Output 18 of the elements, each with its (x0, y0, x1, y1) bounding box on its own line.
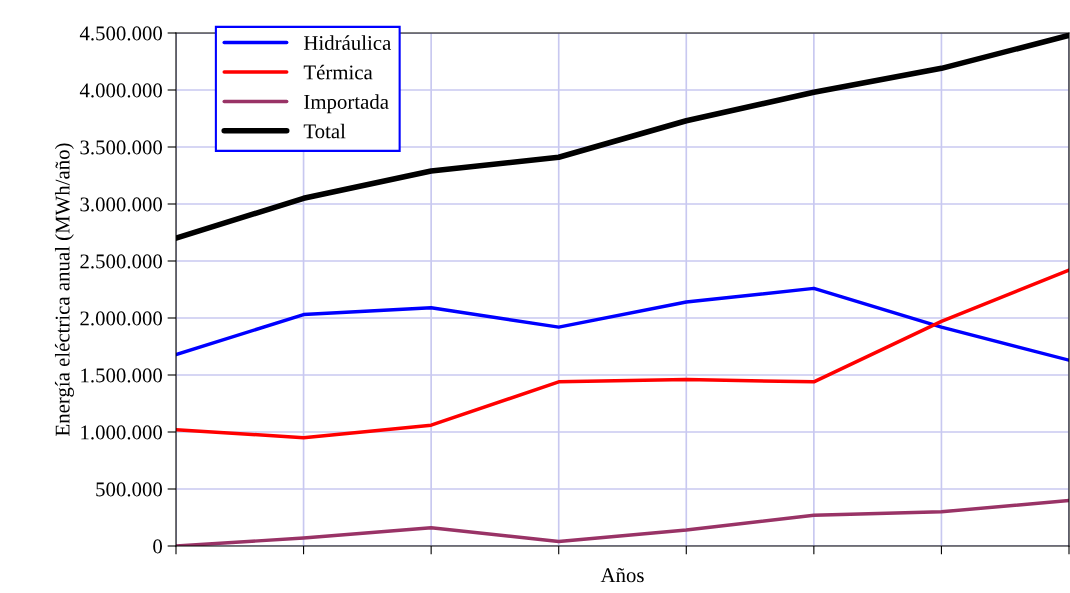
line-series (176, 286, 1069, 362)
y-tick-label: 1.000.000 (81, 425, 163, 440)
y-axis-title: Energía eléctrica anual (MWh/año) (54, 143, 74, 436)
y-tick-label: 3.500.000 (80, 140, 163, 155)
y-tick-label: 500.000 (96, 482, 163, 497)
legend-label: Hidráulica (303, 35, 392, 51)
y-tick-label: 1.500.000 (81, 368, 163, 383)
legend-label: Total (303, 123, 346, 139)
x-axis-title: Años (600, 567, 644, 583)
y-tick-label: 4.500.000 (79, 26, 163, 41)
legend-label: Importada (304, 94, 389, 114)
y-tick-label: 2.500.000 (80, 254, 163, 269)
line-series (176, 268, 1069, 440)
y-tick-label: 4.000.000 (79, 83, 163, 98)
legend-label: Térmica (303, 64, 373, 80)
y-tick-label: 3.000.000 (80, 197, 163, 212)
y-tick-label: 2.000.000 (80, 311, 163, 326)
y-tick-label: 0 (153, 539, 163, 554)
